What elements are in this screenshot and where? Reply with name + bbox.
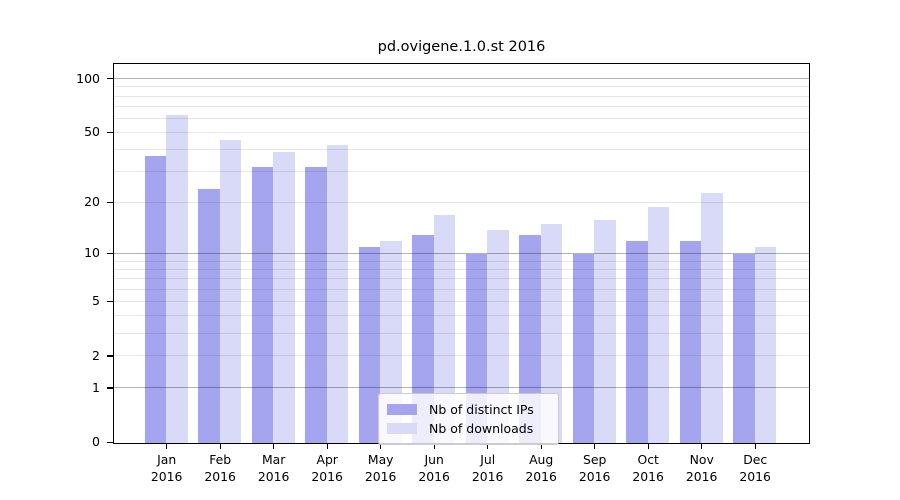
- bar-downloads-jul: [487, 229, 509, 443]
- x-tick-mark: [166, 443, 168, 449]
- x-tick-mark: [540, 443, 542, 449]
- minor-gridline: [114, 268, 809, 270]
- y-tick-mark: [107, 387, 113, 389]
- bar-downloads-oct: [647, 206, 670, 443]
- bar-ips-apr: [305, 167, 327, 443]
- x-tick-label-jun: Jun 2016: [418, 451, 450, 484]
- y-tick-mark: [107, 441, 113, 444]
- bar-ips-mar: [251, 167, 274, 443]
- minor-gridline: [114, 260, 809, 262]
- bar-downloads-aug: [540, 224, 563, 443]
- bar-ips-jan: [144, 156, 167, 443]
- legend-label: Nb of downloads: [429, 421, 534, 436]
- y-tick-label: 2: [92, 347, 100, 363]
- minor-gridline: [114, 300, 809, 302]
- bar-ips-nov: [679, 240, 702, 443]
- y-tick-label: 1: [92, 379, 100, 395]
- x-tick-mark: [380, 443, 382, 449]
- downloads-color-swatch: [387, 423, 417, 434]
- bar-ips-aug: [519, 234, 541, 443]
- x-tick-label-nov: Nov 2016: [685, 451, 718, 484]
- x-tick-label-oct: Oct 2016: [632, 451, 664, 484]
- minor-gridline: [114, 149, 809, 151]
- major-gridline: [114, 387, 809, 389]
- x-tick-label-sep: Sep 2016: [578, 451, 611, 484]
- bar-ips-jun: [412, 234, 434, 443]
- minor-gridline: [114, 315, 809, 317]
- minor-gridline: [114, 288, 809, 290]
- y-tick-mark: [107, 252, 113, 255]
- x-tick-mark: [647, 443, 649, 449]
- y-tick-label: 10: [84, 245, 100, 261]
- plot-area: [113, 63, 810, 444]
- legend: Nb of distinct IPs Nb of downloads: [378, 393, 559, 445]
- x-tick-label-mar: Mar 2016: [257, 451, 290, 484]
- bar-ips-oct: [626, 240, 648, 443]
- x-tick-mark: [487, 443, 489, 449]
- x-tick-mark: [273, 443, 275, 449]
- x-tick-mark: [219, 443, 221, 449]
- x-tick-mark: [594, 443, 596, 449]
- bar-ips-feb: [198, 189, 220, 443]
- major-gridline: [114, 78, 809, 80]
- minor-gridline: [114, 105, 809, 107]
- bar-downloads-apr: [326, 144, 349, 443]
- y-tick-label: 100: [76, 70, 100, 86]
- minor-gridline: [114, 202, 809, 204]
- bar-downloads-dec: [754, 247, 777, 443]
- bar-ips-dec: [733, 254, 755, 443]
- x-tick-mark: [701, 443, 703, 449]
- bar-downloads-nov: [701, 192, 723, 443]
- minor-gridline: [114, 355, 809, 357]
- y-tick-mark: [107, 78, 113, 80]
- minor-gridline: [114, 278, 809, 280]
- x-tick-label-feb: Feb 2016: [204, 451, 236, 484]
- x-tick-mark: [433, 443, 435, 449]
- y-tick-label: 50: [84, 124, 100, 140]
- y-tick-label: 5: [92, 293, 100, 309]
- ips-color-swatch: [387, 404, 417, 415]
- y-tick-mark: [107, 300, 113, 302]
- x-tick-label-dec: Dec 2016: [739, 451, 771, 484]
- legend-item-distinct-ips: Nb of distinct IPs: [387, 401, 550, 418]
- bar-downloads-mar: [273, 152, 295, 443]
- minor-gridline: [114, 171, 809, 173]
- minor-gridline: [114, 332, 809, 334]
- y-tick-mark: [107, 355, 113, 357]
- bar-downloads-jan: [166, 115, 188, 443]
- minor-gridline: [114, 95, 809, 97]
- x-tick-label-aug: Aug 2016: [525, 451, 557, 484]
- legend-item-downloads: Nb of downloads: [387, 420, 550, 437]
- y-tick-mark: [107, 201, 113, 204]
- bar-downloads-feb: [219, 139, 242, 443]
- x-tick-label-apr: Apr 2016: [311, 451, 343, 484]
- minor-gridline: [114, 117, 809, 119]
- bar-downloads-jun: [433, 215, 456, 443]
- x-tick-label-jul: Jul 2016: [471, 451, 504, 484]
- y-tick-label: 20: [84, 194, 100, 210]
- major-gridline: [114, 252, 809, 254]
- minor-gridline: [114, 132, 809, 134]
- bar-ips-may: [358, 247, 381, 443]
- x-tick-label-jan: Jan 2016: [150, 451, 183, 484]
- y-tick-mark: [107, 131, 113, 134]
- x-tick-mark: [754, 443, 756, 449]
- minor-gridline: [114, 86, 809, 88]
- chart-title: pd.ovigene.1.0.st 2016: [377, 39, 546, 55]
- bar-downloads-may: [380, 240, 402, 443]
- x-tick-label-may: May 2016: [364, 451, 397, 484]
- x-tick-mark: [326, 443, 328, 449]
- bar-ips-sep: [572, 254, 595, 443]
- y-tick-label: 0: [92, 434, 100, 450]
- legend-label: Nb of distinct IPs: [429, 402, 534, 417]
- bar-downloads-sep: [594, 219, 616, 443]
